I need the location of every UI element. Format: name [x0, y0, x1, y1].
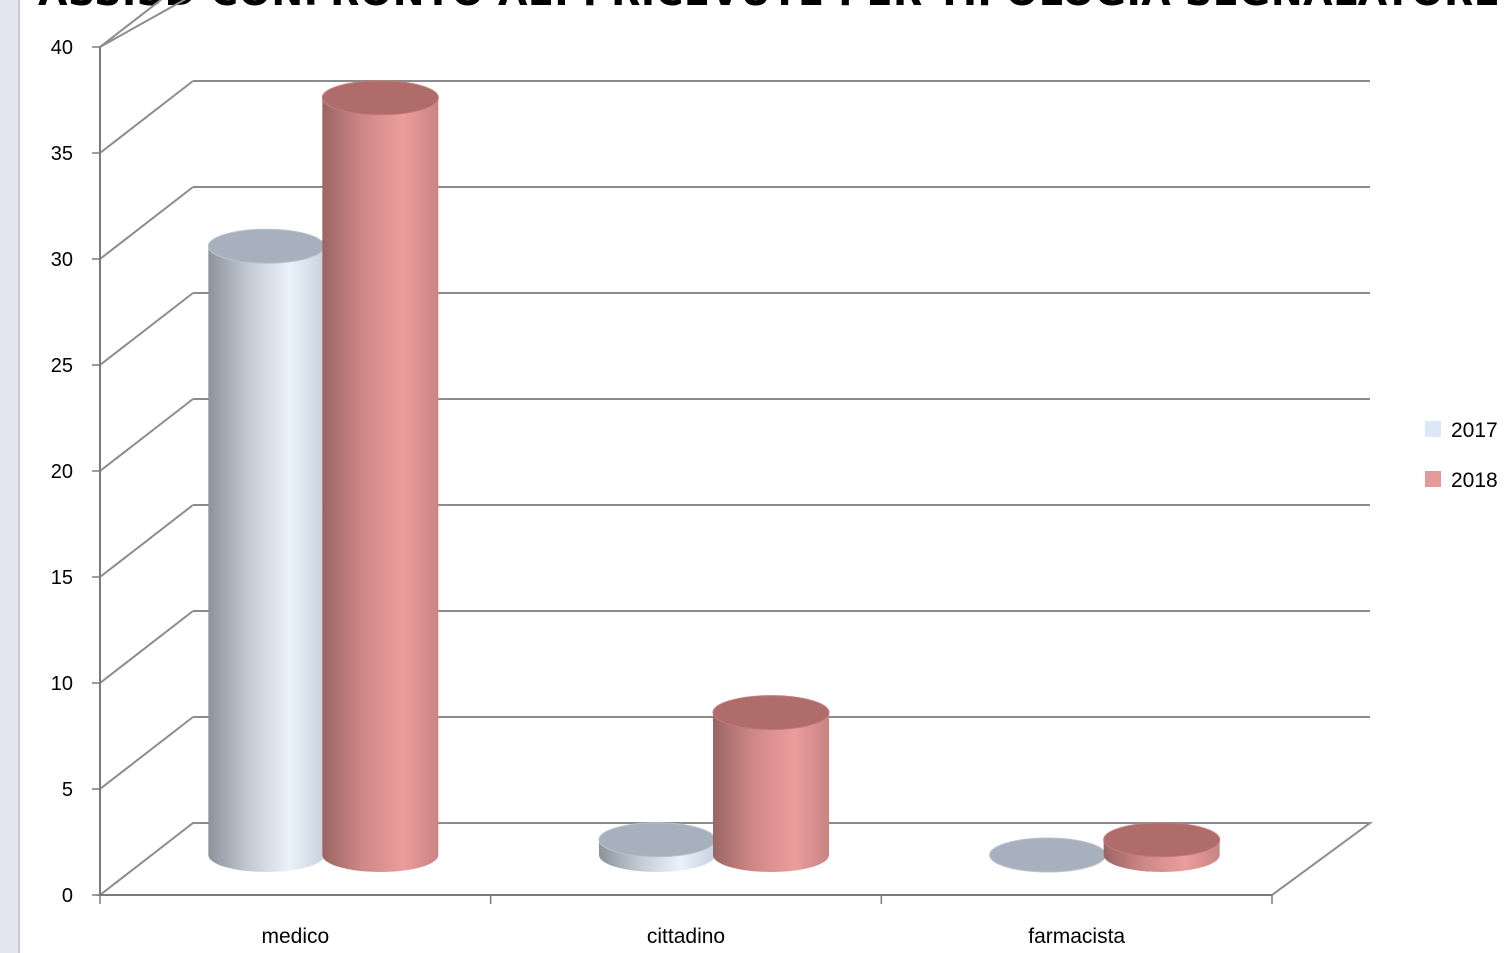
y-tick-label: 20: [51, 461, 73, 483]
bar: [712, 695, 830, 872]
bar: [321, 80, 439, 873]
y-tick-label: 30: [51, 249, 73, 271]
gridline-diagonal: [99, 0, 163, 48]
x-tick-label: farmacista: [1028, 925, 1125, 948]
gridline-diagonal: [99, 80, 194, 154]
gridline-diagonal: [99, 292, 194, 366]
y-tick-label: 0: [62, 885, 73, 907]
gridline-diagonal: [99, 610, 194, 684]
gridline-diagonal: [99, 186, 194, 260]
bar: [1103, 822, 1221, 872]
legend-label: 2018: [1451, 469, 1498, 492]
bar: [598, 822, 716, 872]
bar: [989, 837, 1107, 873]
y-tick-label: 5: [62, 779, 73, 801]
legend-swatch: [1425, 471, 1441, 487]
y-tick-label: 25: [51, 355, 73, 377]
y-tick-label: 40: [51, 37, 73, 59]
left-border-strip: [0, 0, 20, 953]
gridline-diagonal: [99, 398, 194, 472]
gridline-diagonal: [99, 716, 194, 790]
y-tick-label: 10: [51, 673, 73, 695]
bar: [207, 228, 325, 872]
gridline-diagonal: [99, 504, 194, 578]
x-tick-label: cittadino: [647, 925, 725, 948]
y-tick-label: 15: [51, 567, 73, 589]
x-tick-label: medico: [261, 925, 329, 948]
legend-swatch: [1425, 421, 1441, 437]
legend-label: 2017: [1451, 419, 1498, 442]
chart-title: ASSISD CONFRONTO AEI PRICEVUTE PER TIPOL…: [38, 0, 1500, 14]
y-tick-label: 35: [51, 143, 73, 165]
gridline-diagonal: [99, 0, 187, 48]
